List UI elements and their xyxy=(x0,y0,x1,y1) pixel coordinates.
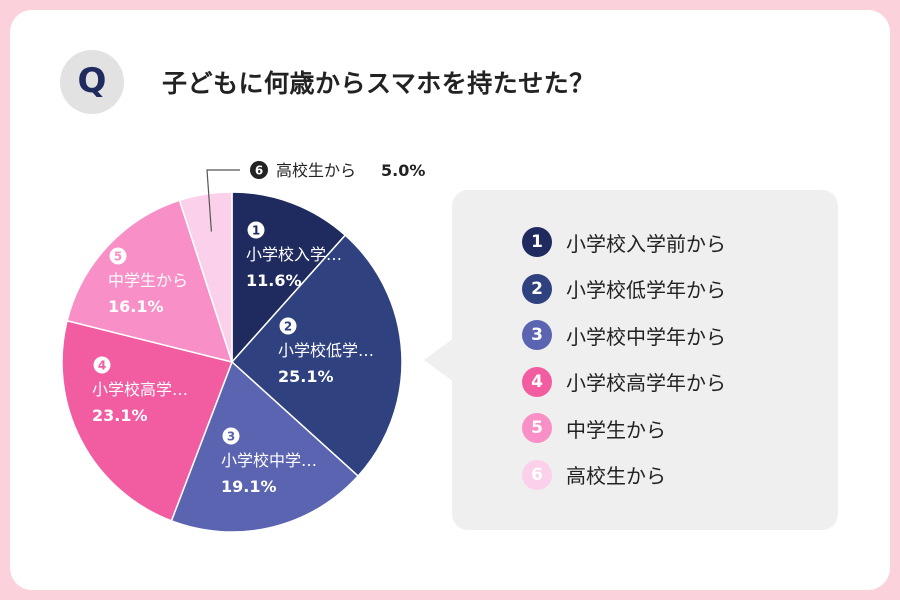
legend-label: 小学校高学年から xyxy=(566,371,726,395)
slice-number: 3 xyxy=(227,430,235,444)
legend-item-2: 2 小学校低学年から xyxy=(522,273,726,305)
slice-value-label: 25.1% xyxy=(278,367,334,386)
legend-item-4: 4 小学校高学年から xyxy=(522,366,726,398)
slice-category-label: 中学生から xyxy=(108,271,188,290)
slice-number: 4 xyxy=(98,359,106,373)
slice-category-label: 小学校低学… xyxy=(278,341,374,360)
legend-label: 小学校低学年から xyxy=(566,278,726,302)
pie-slice-6 xyxy=(178,191,233,363)
legend-number-badge: 5 xyxy=(522,413,552,443)
callout-value-label: 5.0% xyxy=(381,161,425,180)
slice-label-1: 1 小学校入学… 11.6% xyxy=(246,221,342,290)
slice-value-label: 19.1% xyxy=(221,477,277,496)
legend: 1 小学校入学前から 2 小学校低学年から 3 小学校中学年から 4 小学校高学年から 5 中学生… xyxy=(522,226,726,505)
legend-number-badge: 4 xyxy=(522,366,552,397)
slice-category-label: 小学校中学… xyxy=(221,451,317,470)
pie-slice-3 xyxy=(170,360,360,533)
callout-category-label: 高校生から xyxy=(276,161,356,180)
slice-category-label: 小学校高学… xyxy=(92,380,188,399)
legend-label: 小学校入学前から xyxy=(566,231,726,256)
legend-pointer xyxy=(424,338,454,382)
slice-value-label: 11.6% xyxy=(246,271,302,290)
q-badge: Q xyxy=(60,50,124,114)
legend-item-1: 1 小学校入学前から xyxy=(522,226,726,258)
slice-label-5: 5 中学生から 16.1% xyxy=(108,247,188,316)
callout-line xyxy=(206,169,240,232)
slice-category-label: 小学校入学… xyxy=(246,245,342,264)
slice-label-3: 3 小学校中学… 19.1% xyxy=(221,427,317,496)
legend-number-badge: 1 xyxy=(522,227,552,257)
legend-number-badge: 6 xyxy=(522,459,552,490)
legend-box xyxy=(452,190,838,530)
question-title: 子どもに何歳からスマホを持たせた？ xyxy=(162,69,595,98)
legend-label: 中学生から xyxy=(566,417,666,442)
slice-number: 2 xyxy=(284,320,292,334)
slice-number-badge xyxy=(247,221,265,239)
callout-number: 6 xyxy=(255,164,263,178)
slice-number-badge xyxy=(222,427,240,445)
slice-number-badge xyxy=(93,356,111,374)
pie-slice-2 xyxy=(230,234,403,478)
legend-number-badge: 2 xyxy=(522,273,552,304)
slice-value-label: 16.1% xyxy=(108,297,164,316)
slice-label-2: 2 小学校低学… 25.1% xyxy=(278,317,374,386)
slice-number: 1 xyxy=(252,224,260,238)
slice-label-4: 4 小学校高学… 23.1% xyxy=(92,356,188,425)
legend-number-badge: 3 xyxy=(522,320,552,350)
slice-number-badge xyxy=(279,317,297,335)
legend-item-6: 6 高校生から xyxy=(522,459,726,491)
q-letter: Q xyxy=(77,61,107,101)
pie-slice-5 xyxy=(66,199,234,364)
legend-item-5: 5 中学生から xyxy=(522,412,726,444)
legend-label: 高校生から xyxy=(566,464,666,488)
slice-number-badge xyxy=(109,247,127,265)
slice-value-label: 23.1% xyxy=(92,406,148,425)
legend-label: 小学校中学年から xyxy=(566,324,726,349)
callout-number-badge xyxy=(250,161,268,179)
slice-number: 5 xyxy=(114,250,122,264)
legend-item-3: 3 小学校中学年から xyxy=(522,319,726,351)
